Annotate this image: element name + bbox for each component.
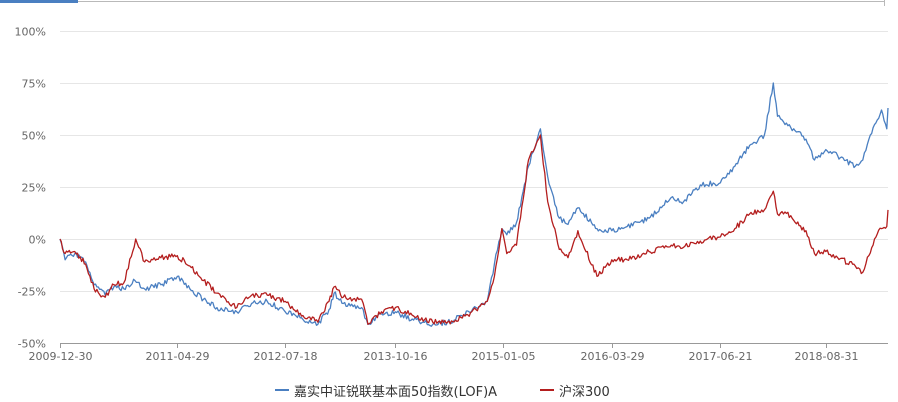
y-tick-label: -25%: [18, 286, 46, 299]
x-tick-label: 2016-03-29: [581, 350, 645, 363]
legend-item-fund[interactable]: 嘉实中证锐联基本面50指数(LOF)A: [275, 380, 497, 400]
legend-swatch-fund: [275, 389, 289, 391]
x-tick-label: 2013-10-16: [364, 350, 428, 363]
series-line-fund: [59, 82, 889, 327]
y-tick-label: 75%: [22, 78, 46, 91]
legend-label-index: 沪深300: [559, 384, 610, 400]
y-axis: -50% -25% 0% 25% 50% 75% 100%: [15, 26, 46, 351]
tab-strip-end-cap: [884, 0, 885, 6]
legend-swatch-index: [540, 389, 554, 391]
x-tick-label: 2011-04-29: [146, 350, 210, 363]
x-tick-label: 2009-12-30: [29, 350, 93, 363]
chart-legend: 嘉实中证锐联基本面50指数(LOF)A 沪深300: [0, 380, 898, 400]
x-tick-label: 2012-07-18: [254, 350, 318, 363]
y-tick-label: 25%: [22, 182, 46, 195]
y-tick-label: 100%: [15, 26, 46, 39]
tab-strip: [0, 0, 898, 6]
y-tick-label: -50%: [18, 338, 46, 351]
tab-strip-rule: [78, 1, 884, 2]
performance-line-chart: -50% -25% 0% 25% 50% 75% 100% 2009-12-30 2011-0…: [15, 26, 889, 363]
active-tab-indicator[interactable]: [0, 0, 78, 3]
legend-item-index[interactable]: 沪深300: [540, 380, 610, 400]
x-tick-label: 2017-06-21: [689, 350, 753, 363]
y-tick-label: 50%: [22, 130, 46, 143]
grid-lines: [60, 31, 888, 344]
x-axis: 2009-12-30 2011-04-29 2012-07-18 2013-10-16…: [29, 343, 859, 363]
x-tick-label: 2018-08-31: [795, 350, 859, 363]
legend-label-fund: 嘉实中证锐联基本面50指数(LOF)A: [294, 384, 498, 400]
plot-area: [59, 82, 889, 327]
x-tick-label: 2015-01-05: [472, 350, 536, 363]
series-line-index: [59, 134, 889, 325]
y-tick-label: 0%: [29, 234, 46, 247]
